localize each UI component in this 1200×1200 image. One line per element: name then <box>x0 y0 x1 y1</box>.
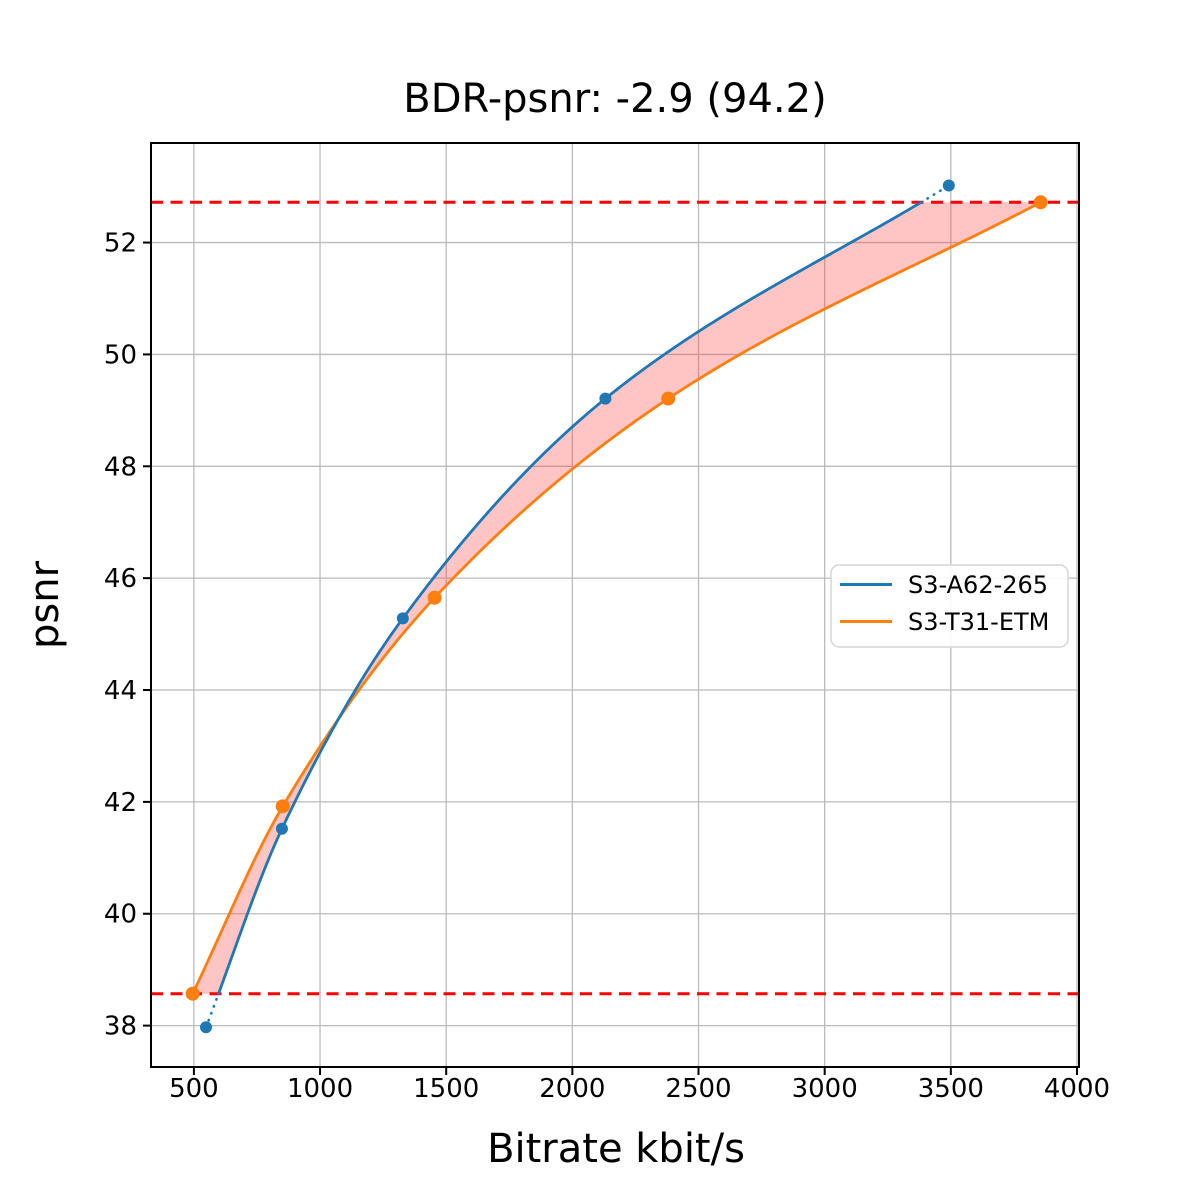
data-point-marker <box>200 1021 213 1034</box>
series-curve-S3-A62-265 <box>217 200 923 996</box>
y-tick-label: 52 <box>104 229 137 259</box>
data-point-marker <box>599 392 612 405</box>
data-point-marker <box>275 799 290 814</box>
x-tick-label: 1500 <box>413 1074 479 1104</box>
x-tick-label: 2500 <box>665 1074 731 1104</box>
y-tick-label: 48 <box>104 452 137 482</box>
x-tick-label: 3000 <box>792 1074 858 1104</box>
series-extrapolation-dotted <box>204 992 220 1029</box>
y-tick-label: 38 <box>104 1012 137 1042</box>
axes-layer: 500 1000 1500 2000 2500 3000 3500 4000 38 40 42 44 4… <box>104 142 1110 1104</box>
x-tick-label: 3500 <box>918 1074 984 1104</box>
x-tick-label: 1000 <box>287 1074 353 1104</box>
x-tick-label: 2000 <box>539 1074 605 1104</box>
legend-label: S3-T31-ETM <box>908 608 1049 636</box>
data-point-marker <box>1033 195 1048 210</box>
legend: S3-A62-265 S3-T31-ETM <box>830 564 1069 648</box>
x-tick-label: 500 <box>169 1074 219 1104</box>
data-point-marker <box>396 612 409 625</box>
series-extrapolation-dotted <box>919 184 951 204</box>
x-tick-label: 4000 <box>1044 1074 1110 1104</box>
y-axis-label: psnr <box>22 560 68 649</box>
plot-border <box>150 142 1080 1068</box>
markers-layer <box>185 179 1048 1034</box>
data-point-marker <box>661 391 676 406</box>
curves-layer <box>191 184 1043 1029</box>
y-tick-label: 50 <box>104 340 137 370</box>
x-axis-label: Bitrate kbit/s <box>487 1126 745 1172</box>
y-tick-label: 44 <box>104 676 137 706</box>
chart-title: BDR-psnr: -2.9 (94.2) <box>403 76 826 122</box>
data-point-marker <box>427 590 442 605</box>
data-point-marker <box>275 822 288 835</box>
legend-label: S3-A62-265 <box>908 571 1048 599</box>
data-point-marker <box>185 986 200 1001</box>
y-tick-label: 46 <box>104 564 137 594</box>
y-tick-label: 40 <box>104 900 137 930</box>
y-tick-label: 42 <box>104 788 137 818</box>
data-point-marker <box>942 179 955 192</box>
